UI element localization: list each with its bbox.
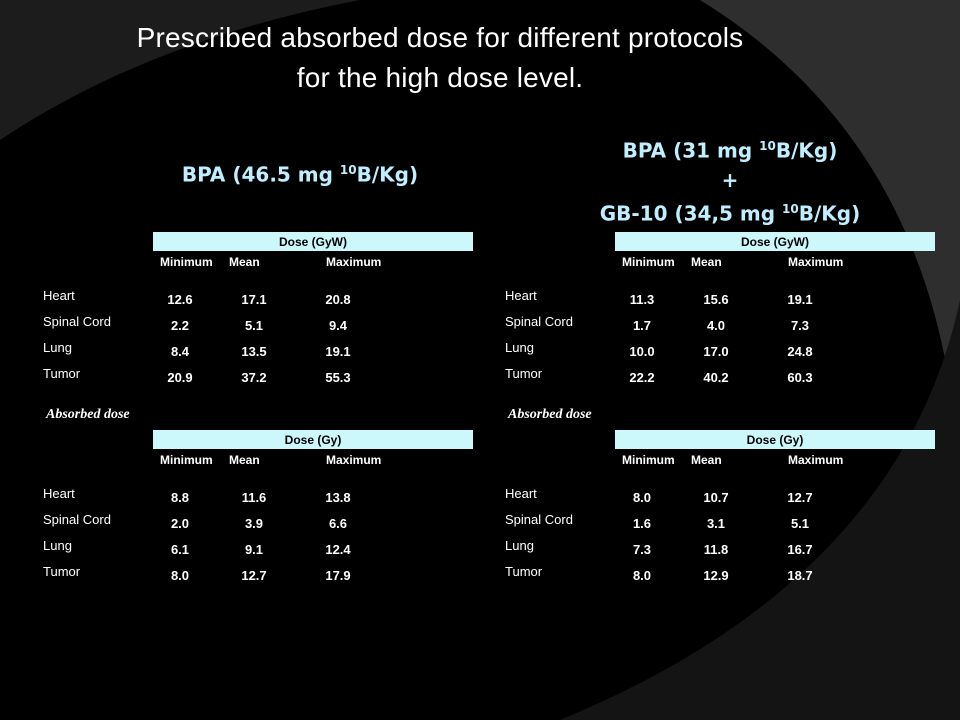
table-cell: 5.1 xyxy=(244,318,264,333)
dose-header-band: Dose (Gy) xyxy=(615,430,935,449)
table-cell: 5.1 xyxy=(790,516,810,531)
row-label-heart: Heart xyxy=(505,486,537,501)
row-label-spinal-cord: Spinal Cord xyxy=(505,512,573,527)
title-line-1: Prescribed absorbed dose for different p… xyxy=(136,22,744,53)
table-cell: 1.6 xyxy=(632,516,652,531)
column-header-maximum: Maximum xyxy=(326,255,382,269)
row-label-tumor: Tumor xyxy=(43,564,81,579)
row-label-lung: Lung xyxy=(43,538,72,553)
table-cell: 8.0 xyxy=(632,568,652,583)
table-cell: 18.7 xyxy=(787,568,813,583)
table-cell: 12.7 xyxy=(241,568,267,583)
right-heading-line-1: BPA (31 mg 10B/Kg) xyxy=(622,138,838,163)
left-heading-sup: 10 xyxy=(339,163,357,177)
row-label-spinal-cord: Spinal Cord xyxy=(505,314,573,329)
right-heading-plus: + xyxy=(721,167,739,192)
table-cell: 1.7 xyxy=(632,318,652,333)
table-cell: 17.9 xyxy=(325,568,351,583)
table-cell: 6.6 xyxy=(328,516,348,531)
table-cell: 8.8 xyxy=(170,490,190,505)
left-heading-text: BPA (46.5 mg xyxy=(181,162,340,187)
table-cell: 10.7 xyxy=(703,490,729,505)
table-cell: 13.8 xyxy=(325,490,351,505)
table-cell: 11.6 xyxy=(241,490,267,505)
table-cell: 17.1 xyxy=(241,292,267,307)
column-header-minimum: Minimum xyxy=(160,453,213,467)
row-label-spinal-cord: Spinal Cord xyxy=(43,512,111,527)
column-header-mean: Mean xyxy=(691,255,722,269)
dose-header-band: Dose (Gy) xyxy=(153,430,473,449)
slide-title: Prescribed absorbed dose for different p… xyxy=(60,18,820,98)
left-absorbed-dose-caption: Absorbed dose xyxy=(46,407,130,422)
column-header-mean: Mean xyxy=(691,453,722,467)
table-cell: 12.7 xyxy=(787,490,813,505)
table-cell: 24.8 xyxy=(787,344,813,359)
dose-header-band: Dose (GyW) xyxy=(153,232,473,251)
table-cell: 15.6 xyxy=(703,292,729,307)
table-cell: 7.3 xyxy=(632,542,652,557)
table-cell: 6.1 xyxy=(170,542,190,557)
table-cell: 2.2 xyxy=(170,318,190,333)
table-cell: 12.6 xyxy=(167,292,193,307)
column-header-mean: Mean xyxy=(229,255,260,269)
table-cell: 11.8 xyxy=(703,542,729,557)
table-cell: 3.1 xyxy=(706,516,726,531)
left-protocol-heading: BPA (46.5 mg 10B/Kg) xyxy=(150,156,450,190)
column-header-minimum: Minimum xyxy=(622,255,675,269)
table-cell: 22.2 xyxy=(629,370,655,385)
row-label-heart: Heart xyxy=(43,486,75,501)
row-label-heart: Heart xyxy=(43,288,75,303)
table-cell: 11.3 xyxy=(629,292,655,307)
table-cell: 9.4 xyxy=(328,318,348,333)
right-absorbed-dose-caption: Absorbed dose xyxy=(508,407,592,422)
table-cell: 19.1 xyxy=(787,292,813,307)
table-cell: 8.0 xyxy=(170,568,190,583)
column-header-maximum: Maximum xyxy=(326,453,382,467)
table-cell: 16.7 xyxy=(787,542,813,557)
right-protocol-heading: BPA (31 mg 10B/Kg) + GB-10 (34,5 mg 10B/… xyxy=(565,132,895,228)
left-heading-suffix: B/Kg) xyxy=(356,162,419,187)
table-cell: 10.0 xyxy=(629,344,655,359)
column-header-maximum: Maximum xyxy=(788,255,844,269)
row-label-lung: Lung xyxy=(43,340,72,355)
table-cell: 8.4 xyxy=(170,344,190,359)
table-cell: 4.0 xyxy=(706,318,726,333)
row-label-spinal-cord: Spinal Cord xyxy=(43,314,111,329)
table-cell: 19.1 xyxy=(325,344,351,359)
column-header-maximum: Maximum xyxy=(788,453,844,467)
column-header-mean: Mean xyxy=(229,453,260,467)
table-cell: 20.9 xyxy=(167,370,193,385)
row-label-tumor: Tumor xyxy=(505,366,543,381)
table-cell: 37.2 xyxy=(241,370,267,385)
table-cell: 60.3 xyxy=(787,370,813,385)
column-header-minimum: Minimum xyxy=(622,453,675,467)
row-label-lung: Lung xyxy=(505,340,534,355)
table-cell: 55.3 xyxy=(325,370,351,385)
dose-header-band: Dose (GyW) xyxy=(615,232,935,251)
table-cell: 9.1 xyxy=(244,542,264,557)
table-cell: 3.9 xyxy=(244,516,264,531)
row-label-tumor: Tumor xyxy=(505,564,543,579)
table-cell: 13.5 xyxy=(241,344,267,359)
table-cell: 40.2 xyxy=(703,370,729,385)
title-line-2: for the high dose level. xyxy=(296,62,584,93)
table-cell: 12.4 xyxy=(325,542,351,557)
row-label-lung: Lung xyxy=(505,538,534,553)
row-label-heart: Heart xyxy=(505,288,537,303)
table-cell: 2.0 xyxy=(170,516,190,531)
table-cell: 7.3 xyxy=(790,318,810,333)
table-cell: 17.0 xyxy=(703,344,729,359)
table-cell: 20.8 xyxy=(325,292,351,307)
table-cell: 12.9 xyxy=(703,568,729,583)
row-label-tumor: Tumor xyxy=(43,366,81,381)
column-header-minimum: Minimum xyxy=(160,255,213,269)
table-cell: 8.0 xyxy=(632,490,652,505)
right-heading-line-3: GB-10 (34,5 mg 10B/Kg) xyxy=(599,201,861,226)
